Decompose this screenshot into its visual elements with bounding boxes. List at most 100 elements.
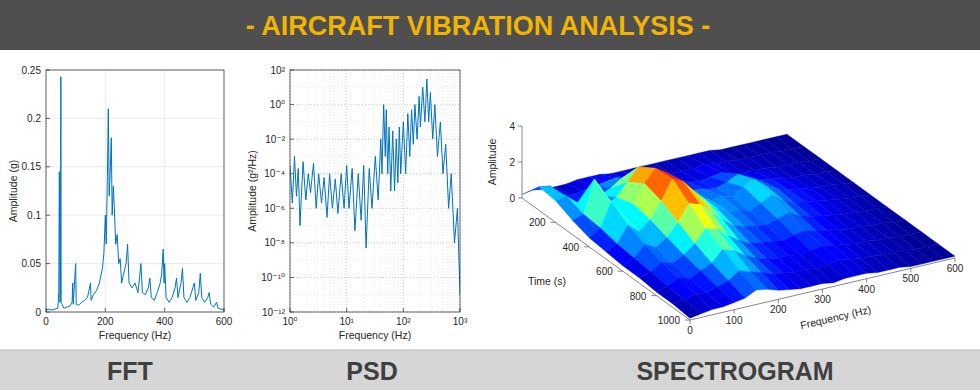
tick-label: 10⁻² <box>265 134 285 145</box>
grid-line <box>403 70 404 312</box>
plot-frame <box>290 70 460 312</box>
tick-label: 10⁰ <box>282 316 297 327</box>
tick-label: 300 <box>814 294 831 305</box>
tick-label: 10² <box>396 316 411 327</box>
tick-label: 600 <box>216 316 233 327</box>
tick-label: 600 <box>947 263 964 274</box>
grid-line <box>46 215 224 216</box>
grid-line <box>290 173 460 174</box>
tick <box>290 208 294 209</box>
caption-band <box>0 350 980 390</box>
grid-line <box>46 118 224 119</box>
z-axis-title: Amplitude <box>486 139 498 186</box>
surface <box>522 134 955 318</box>
tick <box>403 308 404 312</box>
tick-label: 600 <box>596 266 613 277</box>
data-line <box>46 77 224 310</box>
x-axis-title: Frequency (Hz) <box>799 303 872 331</box>
tick <box>518 162 522 163</box>
y-axis-line <box>522 198 690 320</box>
tick-label: 0.25 <box>22 65 42 76</box>
minor-grid <box>290 208 460 209</box>
tick-label: 0 <box>509 193 515 204</box>
plot-0: 020040060000.050.10.150.20.25Frequency (… <box>7 65 233 342</box>
tick <box>105 308 106 312</box>
tick <box>518 198 522 199</box>
data-group <box>290 79 460 295</box>
chart-root: - AIRCRAFT VIBRATION ANALYSIS -020040060… <box>0 0 980 390</box>
chart-caption: FFT <box>107 357 153 385</box>
y-axis-title: Time (s) <box>528 275 566 287</box>
banner <box>0 0 980 50</box>
plot-1: 10⁰10¹10²10³10⁻¹²10⁻¹⁰10⁻⁸10⁻⁶10⁻⁴10⁻²10… <box>246 65 468 342</box>
grid-line <box>46 166 224 167</box>
plot-2: 02420040060080010000100200300400500600Am… <box>486 121 964 337</box>
plot-frame <box>46 70 224 312</box>
minor-grid <box>454 70 455 312</box>
tick <box>46 215 50 216</box>
tick <box>778 299 779 303</box>
page-background <box>0 0 980 390</box>
tick-label: 400 <box>563 242 580 253</box>
minor-grid <box>290 260 460 261</box>
minor-grid <box>290 87 460 88</box>
grid-line <box>290 139 460 140</box>
tick <box>866 279 867 283</box>
tick <box>551 222 556 223</box>
minor-grid <box>290 277 460 278</box>
tick-label: 10⁻⁸ <box>264 237 285 248</box>
tick <box>290 139 294 140</box>
tick-label: 10⁻⁴ <box>264 168 285 179</box>
tick-label: 0.2 <box>27 113 41 124</box>
tick <box>690 320 691 324</box>
grid-line <box>290 242 460 243</box>
minor-grid <box>290 294 460 295</box>
data-group <box>46 77 224 310</box>
tick-label: 800 <box>630 291 647 302</box>
grid-line <box>290 208 460 209</box>
tick <box>290 242 294 243</box>
tick <box>46 263 50 264</box>
tick-label: 10⁻¹⁰ <box>261 272 285 283</box>
tick-label: 200 <box>770 304 787 315</box>
tick <box>290 277 294 278</box>
y-axis-title: Amplitude (g²/Hz) <box>246 150 258 232</box>
tick-label: 2 <box>509 157 515 168</box>
grid-line <box>105 70 106 312</box>
grid-line <box>46 263 224 264</box>
tick-label: 0 <box>43 316 49 327</box>
chart-caption: SPECTROGRAM <box>636 357 833 385</box>
tick-label: 10⁻⁶ <box>264 203 285 214</box>
minor-grid <box>457 70 458 312</box>
minor-grid <box>290 242 460 243</box>
tick-label: 400 <box>156 316 173 327</box>
tick-label: 0.15 <box>22 161 42 172</box>
tick <box>910 268 911 272</box>
tick <box>46 118 50 119</box>
minor-grid <box>290 225 460 226</box>
grid-line <box>346 70 347 312</box>
tick <box>955 258 956 262</box>
minor-grid <box>290 173 460 174</box>
tick-label: 0 <box>687 325 693 336</box>
caption-band-edge <box>0 350 980 351</box>
tick-label: 0.1 <box>27 210 41 221</box>
tick <box>290 104 294 105</box>
tick <box>685 320 690 321</box>
tick-label: 0.05 <box>22 258 42 269</box>
tick-label: 200 <box>529 217 546 228</box>
x-axis-title: Frequency (Hz) <box>99 329 171 341</box>
grid-line <box>290 277 460 278</box>
page-title: - AIRCRAFT VIBRATION ANALYSIS - <box>246 11 711 41</box>
tick <box>584 246 589 247</box>
minor-grid <box>420 70 421 312</box>
tick <box>651 295 656 296</box>
tick-label: 1000 <box>658 315 681 326</box>
tick-label: 10⁰ <box>270 99 285 110</box>
plot-area <box>46 70 224 312</box>
tick-label: 100 <box>726 315 743 326</box>
tick-label: 10³ <box>453 316 468 327</box>
minor-grid <box>290 139 460 140</box>
tick-label: 4 <box>509 121 515 132</box>
tick-label: 0 <box>35 307 41 318</box>
